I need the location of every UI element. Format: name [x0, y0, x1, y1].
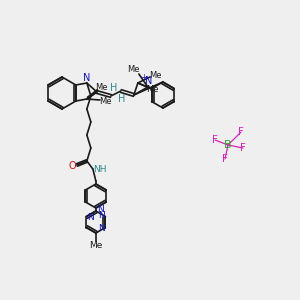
Text: N: N	[145, 76, 152, 86]
Text: Me: Me	[96, 83, 108, 92]
Text: F: F	[222, 154, 228, 164]
Text: N: N	[98, 211, 105, 220]
Text: F: F	[212, 135, 218, 145]
Text: H: H	[110, 83, 118, 93]
Text: NH: NH	[93, 164, 106, 173]
Text: Me: Me	[150, 71, 162, 80]
Text: H: H	[118, 94, 125, 104]
Text: N: N	[98, 224, 105, 233]
Text: O: O	[68, 161, 76, 171]
Text: B: B	[224, 140, 232, 150]
Text: Me: Me	[147, 85, 159, 94]
Text: Me: Me	[100, 97, 112, 106]
Text: N: N	[83, 73, 91, 83]
Text: F: F	[240, 143, 246, 153]
Text: N: N	[98, 206, 104, 214]
Text: F: F	[238, 127, 244, 137]
Text: Me: Me	[89, 242, 103, 250]
Text: Me: Me	[128, 65, 140, 74]
Text: N: N	[87, 213, 94, 222]
Text: +: +	[140, 73, 147, 82]
